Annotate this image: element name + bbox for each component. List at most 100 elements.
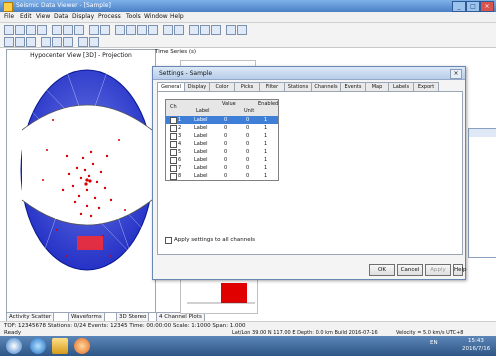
row-checkbox[interactable]: [170, 133, 177, 140]
table-row[interactable]: 1 Label 0 0 1: [166, 116, 278, 124]
menu-item-file[interactable]: File: [4, 13, 15, 20]
copy-icon[interactable]: [63, 25, 73, 35]
row-value: 0: [224, 165, 228, 171]
refresh-icon[interactable]: [89, 37, 99, 47]
timeseries-label: Time Series (s): [155, 49, 197, 55]
table-row[interactable]: 5 Label 0 0 1: [166, 148, 278, 156]
row-value: 0: [224, 173, 228, 179]
menu-item-tools[interactable]: Tools: [126, 13, 141, 20]
paste-icon[interactable]: [74, 25, 84, 35]
maximize-button[interactable]: □: [466, 1, 480, 12]
rotate-icon[interactable]: [148, 25, 158, 35]
row-id: 8: [178, 173, 182, 179]
dialog-close-button[interactable]: ×: [450, 69, 462, 79]
cut-icon[interactable]: [52, 25, 62, 35]
record-icon[interactable]: [52, 37, 62, 47]
minimize-button[interactable]: _: [452, 1, 466, 12]
footer-right: Velocity = 5.0 km/s UTC+8: [396, 330, 464, 336]
table-row[interactable]: 8 Label 0 0 1: [166, 172, 278, 180]
step-icon[interactable]: [41, 37, 51, 47]
help-button[interactable]: Help: [453, 264, 467, 276]
settings-icon[interactable]: [226, 25, 236, 35]
taskbar: EN 15:43 2016/7/16: [0, 336, 496, 356]
menu-item-data[interactable]: Data: [54, 13, 69, 20]
stop-icon[interactable]: [26, 37, 36, 47]
row-value: 0: [224, 125, 228, 131]
row-enabled: 1: [264, 165, 268, 171]
save-icon[interactable]: [26, 25, 36, 35]
help-icon[interactable]: [237, 25, 247, 35]
grid-icon[interactable]: [163, 25, 173, 35]
layers-icon[interactable]: [174, 25, 184, 35]
tray-language[interactable]: EN: [430, 340, 438, 346]
table-row[interactable]: 7 Label 0 0 1: [166, 164, 278, 172]
menu-item-process[interactable]: Process: [98, 13, 121, 20]
marker-icon[interactable]: [63, 37, 73, 47]
row-unit: 0: [246, 165, 250, 171]
play-icon[interactable]: [4, 37, 14, 47]
media-icon[interactable]: [74, 338, 90, 354]
window-title: Seismic Data Viewer - [Sample]: [16, 2, 111, 9]
row-enabled: 1: [264, 173, 268, 179]
right-window-header: [469, 129, 496, 137]
row-checkbox[interactable]: [170, 117, 177, 124]
tray-clock-time[interactable]: 15:43: [468, 338, 484, 344]
pan-icon[interactable]: [137, 25, 147, 35]
hypocenter-3d-plot[interactable]: [7, 60, 155, 310]
chart-icon[interactable]: [200, 25, 210, 35]
menu-item-edit[interactable]: Edit: [20, 13, 32, 20]
menu-bar: File Edit View Data Display Process Tool…: [0, 12, 496, 23]
table-icon[interactable]: [211, 25, 221, 35]
undo-icon[interactable]: [89, 25, 99, 35]
zoom-out-icon[interactable]: [126, 25, 136, 35]
tray-clock-date[interactable]: 2016/7/16: [462, 346, 491, 352]
col-header-value: Value: [222, 101, 236, 107]
status-line-1: TOF: 12345678 Stations: 0/24 Events: 123…: [4, 323, 246, 329]
print-icon[interactable]: [37, 25, 47, 35]
apply-all-checkbox[interactable]: [165, 237, 172, 244]
menu-item-window[interactable]: Window: [144, 13, 168, 20]
toolbar-main: [0, 23, 496, 35]
close-button[interactable]: ×: [480, 1, 494, 12]
browser-icon[interactable]: [30, 338, 46, 354]
row-checkbox[interactable]: [170, 173, 177, 180]
table-row[interactable]: 3 Label 0 0 1: [166, 132, 278, 140]
channel-table: Ch Label Value Unit Enabled 1 Label 0 0 …: [165, 99, 279, 181]
open-icon[interactable]: [15, 25, 25, 35]
new-icon[interactable]: [4, 25, 14, 35]
row-checkbox[interactable]: [170, 141, 177, 148]
redo-icon[interactable]: [100, 25, 110, 35]
row-label: Label: [194, 133, 208, 139]
start-icon[interactable]: [6, 338, 22, 354]
row-id: 2: [178, 125, 182, 131]
zoom-in-icon[interactable]: [115, 25, 125, 35]
ruler-icon[interactable]: [78, 37, 88, 47]
row-enabled: 1: [264, 133, 268, 139]
ok-button[interactable]: OK: [369, 264, 395, 276]
table-row[interactable]: 6 Label 0 0 1: [166, 156, 278, 164]
pause-icon[interactable]: [15, 37, 25, 47]
row-unit: 0: [246, 133, 250, 139]
folder-icon[interactable]: [52, 338, 68, 354]
row-enabled: 1: [264, 125, 268, 131]
row-label: Label: [194, 141, 208, 147]
hypocenter-3d-panel: Hypocenter View [3D] - Projection: [6, 49, 156, 313]
row-checkbox[interactable]: [170, 157, 177, 164]
menu-item-help[interactable]: Help: [170, 13, 184, 20]
apply-button[interactable]: Apply: [425, 264, 451, 276]
col-header-enabled: Enabled: [258, 101, 279, 107]
row-checkbox[interactable]: [170, 125, 177, 132]
row-checkbox[interactable]: [170, 149, 177, 156]
event-cloud: [42, 119, 126, 257]
cancel-button[interactable]: Cancel: [397, 264, 423, 276]
filter-icon[interactable]: [189, 25, 199, 35]
menu-item-view[interactable]: View: [36, 13, 51, 20]
table-row[interactable]: 2 Label 0 0 1: [166, 124, 278, 132]
menu-item-display[interactable]: Display: [72, 13, 95, 20]
app-icon: [3, 2, 13, 12]
row-checkbox[interactable]: [170, 165, 177, 172]
row-label: Label: [194, 149, 208, 155]
row-label: Label: [194, 165, 208, 171]
row-id: 3: [178, 133, 182, 139]
table-row[interactable]: 4 Label 0 0 1: [166, 140, 278, 148]
